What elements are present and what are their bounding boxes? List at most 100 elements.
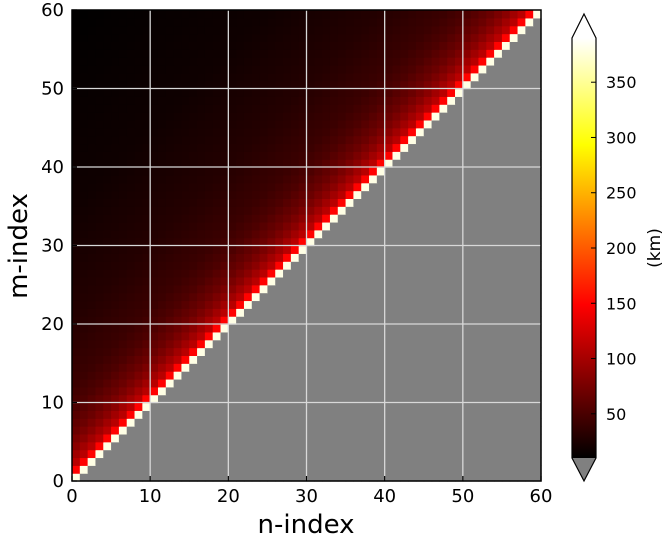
heatmap-cell	[72, 378, 81, 388]
heatmap-cell	[369, 410, 378, 419]
heatmap-cell	[275, 433, 284, 443]
heatmap-cell	[212, 261, 222, 270]
heatmap-cell	[212, 57, 222, 66]
heatmap-cell	[400, 253, 409, 262]
heatmap-cell	[376, 64, 386, 74]
heatmap-cell	[306, 308, 315, 317]
heatmap-cell	[204, 276, 214, 286]
heatmap-cell	[517, 363, 526, 372]
heatmap-cell	[150, 72, 159, 82]
heatmap-cell	[501, 80, 511, 90]
heatmap-cell	[361, 206, 370, 215]
heatmap-cell	[392, 457, 401, 466]
heatmap-cell	[486, 237, 495, 247]
heatmap-cell	[204, 214, 214, 223]
heatmap-cell	[384, 221, 394, 231]
heatmap-cell	[212, 324, 222, 333]
heatmap-cell	[275, 214, 284, 223]
heatmap-cell	[126, 308, 136, 317]
heatmap-cell	[118, 10, 128, 19]
heatmap-cell	[447, 72, 456, 82]
heatmap-cell	[486, 269, 495, 278]
heatmap-cell	[95, 473, 104, 482]
heatmap-cell	[212, 402, 222, 411]
heatmap-cell	[509, 206, 519, 215]
heatmap-cell	[290, 229, 300, 239]
heatmap-cell	[533, 371, 542, 380]
heatmap-cell	[204, 57, 214, 66]
heatmap-cell	[415, 182, 425, 192]
heatmap-cell	[298, 206, 308, 215]
heatmap-cell	[126, 25, 136, 35]
heatmap-cell	[290, 104, 300, 113]
heatmap-cell	[392, 292, 401, 302]
heatmap-cell	[369, 378, 378, 388]
heatmap-cell	[322, 17, 331, 27]
heatmap-cell	[118, 386, 128, 396]
heatmap-cell	[337, 64, 347, 74]
heatmap-cell	[134, 355, 143, 364]
heatmap-cell	[134, 159, 143, 168]
heatmap-cell	[275, 143, 284, 152]
heatmap-cell	[494, 410, 503, 419]
heatmap-cell	[157, 347, 167, 356]
heatmap-cell	[314, 292, 323, 302]
heatmap-cell	[509, 347, 519, 356]
heatmap-cell	[236, 25, 245, 35]
heatmap-cell	[392, 418, 401, 427]
heatmap-cell	[431, 135, 440, 145]
heatmap-cell	[361, 198, 370, 207]
heatmap-cell	[423, 57, 433, 66]
heatmap-cell	[533, 284, 542, 294]
heatmap-cell	[283, 394, 292, 404]
heatmap-cell	[486, 104, 495, 113]
heatmap-cell	[79, 284, 89, 294]
heatmap-cell	[369, 433, 378, 443]
heatmap-cell	[392, 214, 401, 223]
heatmap-cell	[353, 151, 362, 160]
heatmap-cell	[157, 104, 167, 113]
heatmap-cell	[228, 135, 237, 145]
heatmap-cell	[431, 159, 440, 168]
heatmap-cell	[322, 355, 331, 364]
heatmap-cell	[447, 355, 456, 364]
heatmap-cell	[118, 253, 128, 262]
heatmap-cell	[384, 135, 394, 145]
heatmap-cell	[150, 371, 159, 380]
heatmap-cell	[259, 112, 269, 121]
heatmap-cell	[181, 119, 190, 129]
heatmap-cell	[431, 174, 440, 184]
heatmap-cell	[134, 143, 143, 152]
heatmap-cell	[353, 394, 362, 404]
heatmap-cell	[470, 465, 480, 474]
heatmap-cell	[525, 441, 534, 451]
heatmap-cell	[236, 33, 245, 42]
heatmap-cell	[236, 331, 245, 341]
heatmap-cell	[150, 433, 159, 443]
heatmap-cell	[220, 363, 229, 372]
heatmap-cell	[259, 418, 269, 427]
heatmap-cell	[345, 441, 354, 451]
heatmap-cell	[181, 473, 190, 482]
heatmap-cell	[79, 88, 89, 97]
heatmap-cell	[384, 64, 394, 74]
heatmap-cell	[408, 167, 417, 176]
heatmap-cell	[306, 449, 315, 459]
heatmap-cell	[251, 33, 261, 42]
heatmap-cell	[517, 214, 526, 223]
heatmap-cell	[384, 433, 394, 443]
heatmap-cell	[533, 119, 542, 129]
heatmap-cell	[478, 72, 487, 82]
heatmap-cell	[72, 10, 81, 19]
heatmap-cell	[236, 88, 245, 97]
heatmap-cell	[212, 426, 222, 435]
heatmap-cell	[462, 402, 472, 411]
heatmap-cell	[72, 174, 81, 184]
heatmap-cell	[165, 402, 175, 411]
heatmap-cell	[322, 112, 331, 121]
heatmap-cell	[126, 190, 136, 199]
heatmap-cell	[462, 457, 472, 466]
heatmap-cell	[275, 49, 284, 58]
heatmap-cell	[353, 433, 362, 443]
heatmap-cell	[236, 49, 245, 58]
